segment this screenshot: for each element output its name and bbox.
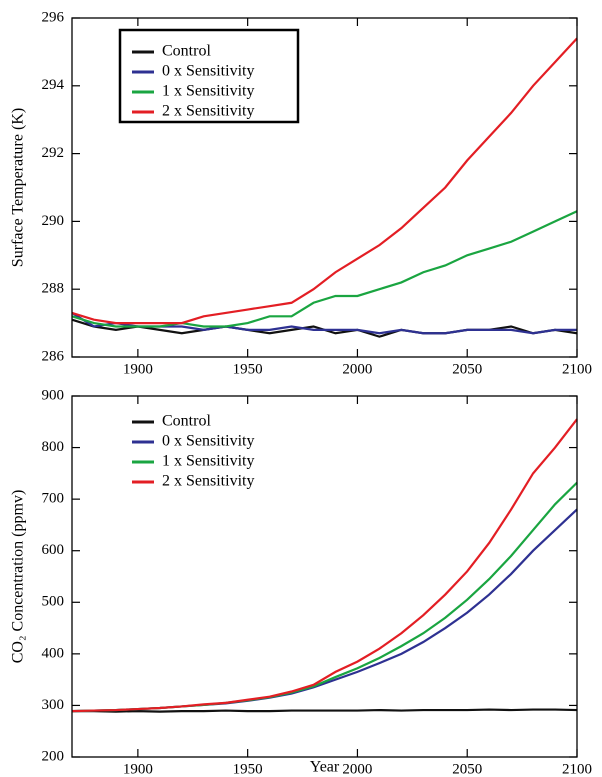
- y-axis-label: CO₂ Concentration (ppmv): [10, 490, 27, 664]
- x-tick-label: 2100: [562, 761, 592, 777]
- legend-label: 0 x Sensitivity: [162, 433, 254, 450]
- data-line: [71, 481, 578, 713]
- y-tick-label: 300: [42, 697, 65, 713]
- legend-frame: [118, 28, 300, 124]
- y-tick-label: 292: [42, 145, 65, 161]
- y-tick-label: 294: [42, 77, 65, 93]
- x-tick-label: 2000: [342, 761, 372, 777]
- y-tick-label: 290: [42, 213, 65, 229]
- x-tick-label: 1950: [233, 761, 263, 777]
- data-line: [71, 418, 578, 713]
- legend-label: Control: [162, 43, 211, 60]
- plot-frame: [71, 17, 578, 358]
- x-tick-label: 2000: [342, 361, 372, 377]
- data-line: [72, 708, 578, 713]
- y-axis-label: Surface Temperature (K): [10, 108, 27, 267]
- legend-label: 1 x Sensitivity: [162, 83, 254, 100]
- data-line: [71, 37, 578, 325]
- legend-label: 2 x Sensitivity: [162, 473, 254, 490]
- legend-label: 1 x Sensitivity: [162, 453, 254, 470]
- y-tick-label: 200: [42, 748, 65, 764]
- y-tick-label: 500: [42, 594, 65, 610]
- x-tick-label: 1900: [123, 361, 153, 377]
- data-line: [71, 210, 578, 328]
- legend-label: 2 x Sensitivity: [162, 103, 254, 120]
- y-tick-label: 600: [42, 542, 65, 558]
- y-tick-label: 296: [42, 9, 65, 25]
- y-tick-label: 400: [42, 645, 65, 661]
- x-tick-label: 1950: [233, 361, 263, 377]
- x-tick-label: 2100: [562, 361, 592, 377]
- x-tick-label: 1900: [123, 761, 153, 777]
- y-tick-label: 286: [42, 348, 65, 364]
- y-tick-label: 700: [42, 491, 65, 507]
- x-axis-label: Year: [310, 759, 340, 776]
- y-tick-label: 900: [42, 387, 65, 403]
- y-tick-label: 288: [42, 281, 65, 297]
- x-tick-label: 2050: [452, 761, 482, 777]
- x-tick-label: 2050: [452, 361, 482, 377]
- legend-label: 0 x Sensitivity: [162, 63, 254, 80]
- y-tick-label: 800: [42, 439, 65, 455]
- legend-label: Control: [162, 413, 211, 430]
- plot-frame: [71, 395, 578, 758]
